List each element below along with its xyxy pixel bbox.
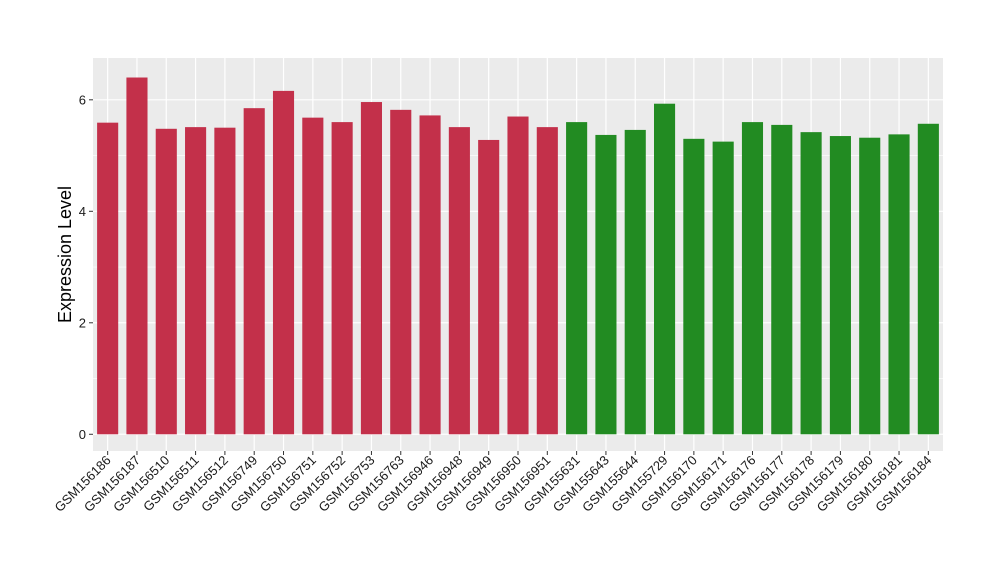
bar-GSM156187 — [126, 77, 148, 435]
bars — [97, 77, 939, 435]
bar-GSM156752 — [331, 122, 353, 435]
bar-GSM156176 — [741, 122, 764, 435]
y-tick-label: 0 — [79, 427, 86, 442]
bar-GSM155644 — [624, 129, 646, 435]
bar-GSM156763 — [390, 109, 412, 435]
bar-GSM155643 — [595, 134, 617, 435]
y-tick-label: 2 — [79, 315, 86, 330]
y-axis-title: Expression Level — [55, 186, 75, 323]
bar-GSM156948 — [448, 127, 470, 435]
y-tick-label: 6 — [79, 92, 86, 107]
bar-GSM155631 — [566, 122, 588, 435]
bar-GSM156750 — [272, 90, 295, 435]
bar-GSM156179 — [829, 136, 851, 435]
bar-GSM156186 — [97, 122, 119, 435]
y-axis: 0 2 4 6 — [79, 92, 93, 442]
bar-GSM156949 — [478, 139, 500, 435]
bar-GSM156178 — [800, 132, 822, 435]
bar-GSM156751 — [302, 117, 324, 435]
bar-GSM156510 — [155, 128, 177, 435]
bar-GSM156177 — [771, 124, 793, 435]
bar-GSM156181 — [888, 134, 910, 435]
bar-GSM156170 — [683, 138, 705, 435]
bar-GSM156753 — [360, 102, 382, 435]
bar-GSM156184 — [917, 123, 939, 435]
bar-GSM156951 — [536, 127, 558, 435]
bar-GSM156946 — [419, 115, 441, 435]
bar-GSM156171 — [712, 141, 734, 435]
x-axis: GSM156186GSM156187GSM156510GSM156511GSM1… — [52, 451, 934, 515]
bar-GSM156950 — [507, 116, 529, 435]
bar-GSM156512 — [214, 127, 236, 435]
bar-GSM156749 — [243, 108, 265, 435]
y-tick-label: 4 — [79, 204, 86, 219]
bar-GSM155729 — [654, 103, 676, 435]
bar-GSM156511 — [185, 127, 207, 435]
bar-GSM156180 — [859, 137, 881, 435]
